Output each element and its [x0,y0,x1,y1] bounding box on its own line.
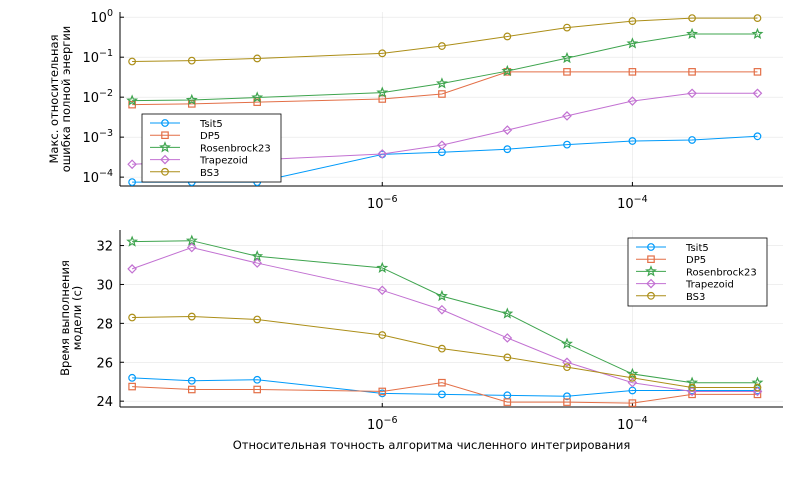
x-axis-label: Относительная точность алгоритма численн… [233,438,631,452]
figure: 10−6 10−410−410−310−210−1100Макс. относит… [0,0,800,500]
series-line [132,317,757,388]
legend-label: Rosenbrock23 [200,143,271,154]
legend-label: Tsit5 [199,119,223,130]
legend-label: BS3 [686,292,705,303]
x-tick-label: 10−4 [617,415,648,433]
y-tick-label: 24 [96,395,113,410]
series-line [132,18,757,61]
data-point [753,29,762,37]
chart-1: 10−6 10−4 10−4 10−3 10−2 10−1 100 Макс. относит… [47,8,783,212]
y-axis-label: модели (с) [70,286,84,351]
legend-label: DP5 [200,131,220,142]
x-tick-label: 10−4 [617,194,648,212]
y-axis-label: ошибка полной энергии [59,26,73,173]
series-dp5 [129,69,761,108]
x-tick-label: 10−6 [367,194,398,212]
chart-2: 10−6 10−4 24 26 28 30 32 Время выполнениямодели… [58,230,783,452]
x-tick-label: 10−6 [367,415,398,433]
series-tsit5 [129,375,761,400]
y-tick-label: 100 [90,8,113,26]
y-tick-label: 26 [96,356,113,371]
y-tick-label: 28 [96,317,113,332]
y-tick-label: 30 [96,278,113,293]
y-tick-label: 10−4 [82,168,113,186]
y-tick-label: 32 [96,240,113,255]
series-line [132,72,757,105]
legend-label: Trapezoid [199,156,248,167]
y-tick-label: 10−3 [82,128,113,146]
legend-label: Rosenbrock23 [686,267,757,278]
y-tick-label: 10−2 [82,88,113,106]
y-tick-label: 10−1 [82,48,113,66]
legend-label: DP5 [686,255,706,266]
legend-label: Trapezoid [685,280,734,291]
legend-label: Tsit5 [685,243,709,254]
legend-label: BS3 [200,168,219,179]
